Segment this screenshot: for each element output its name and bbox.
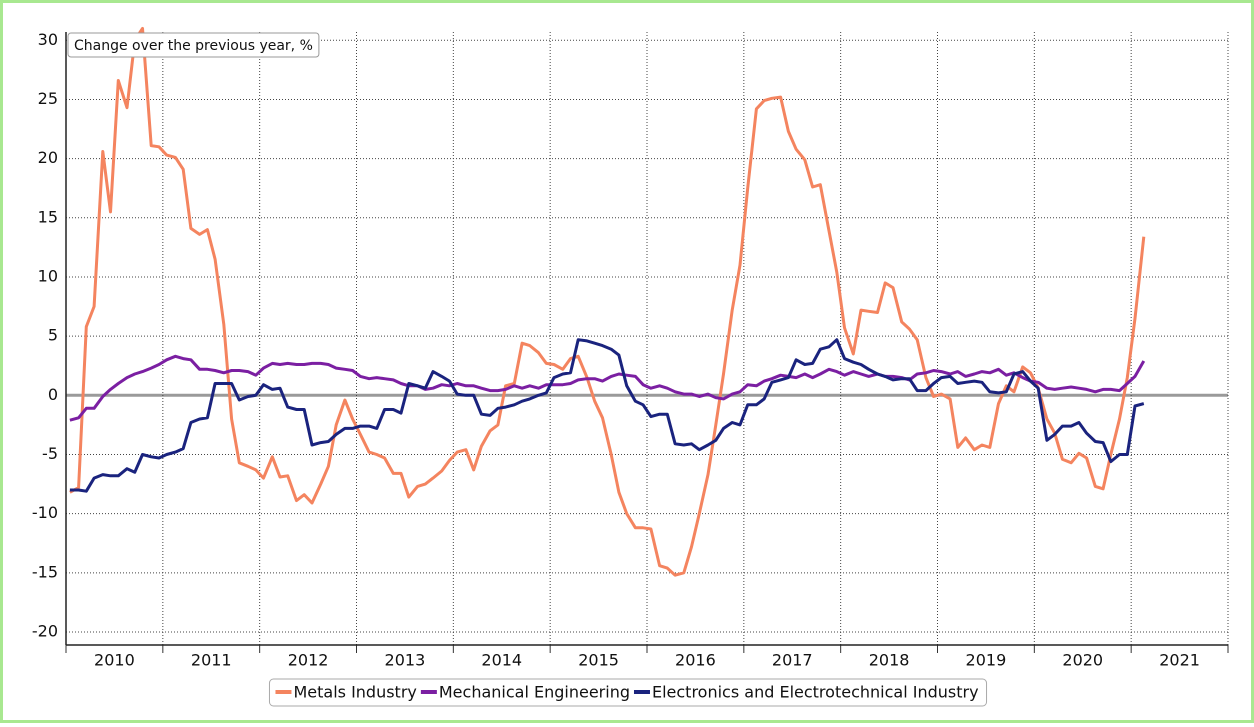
x-category-label: 2017 <box>772 651 813 670</box>
legend-box <box>268 678 988 707</box>
y-tick-label: 15 <box>38 207 58 226</box>
x-category-label: 2016 <box>675 651 716 670</box>
y-tick-label: -10 <box>32 503 58 522</box>
legend-label: Electronics and Electrotechnical Industr… <box>652 683 979 702</box>
annotation-box <box>67 32 320 58</box>
legend: Metals Industry Mechanical Engineering Ele… <box>268 678 988 707</box>
x-category-label: 2011 <box>191 651 232 670</box>
x-category-label: 2014 <box>481 651 522 670</box>
x-category-label: 2021 <box>1159 651 1200 670</box>
series-line <box>69 338 1145 493</box>
x-category-label: 2010 <box>94 651 135 670</box>
y-tick-label: -20 <box>32 621 58 640</box>
y-tick-label: 5 <box>48 326 58 345</box>
x-category-label: 2018 <box>869 651 910 670</box>
series-line <box>69 354 1146 422</box>
y-tick-label: 0 <box>48 385 58 404</box>
legend-label: Mechanical Engineering <box>439 683 630 702</box>
y-tick-label: 20 <box>38 148 58 167</box>
y-tick-label: -15 <box>32 562 58 581</box>
y-tick-label: 25 <box>38 89 58 108</box>
y-tick-label: 30 <box>38 30 58 49</box>
x-category-label: 2015 <box>578 651 619 670</box>
x-category-label: 2013 <box>385 651 426 670</box>
y-tick-label: -5 <box>42 444 58 463</box>
x-category-label: 2020 <box>1062 651 1103 670</box>
annotation-text: Change over the previous year, % <box>74 38 313 54</box>
x-category-label: 2012 <box>288 651 329 670</box>
series-line <box>69 26 1146 577</box>
y-tick-label: 10 <box>38 266 58 285</box>
annotation: Change over the previous year, % <box>67 32 320 58</box>
x-category-label: 2019 <box>966 651 1007 670</box>
legend-label: Metals Industry <box>293 683 416 702</box>
